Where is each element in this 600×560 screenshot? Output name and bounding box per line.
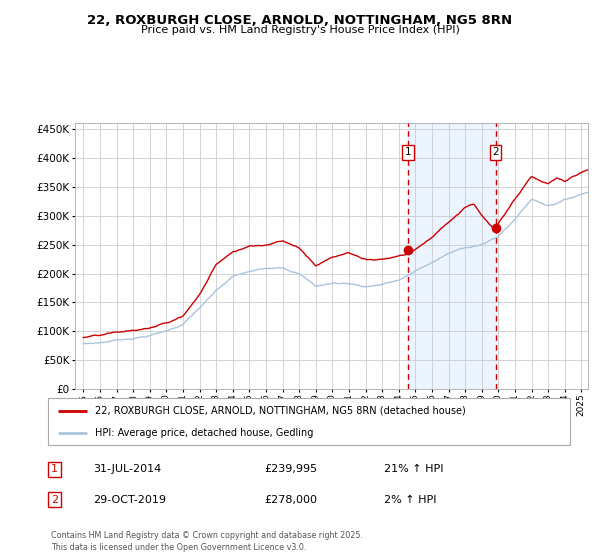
Text: £239,995: £239,995 — [264, 464, 317, 474]
Text: HPI: Average price, detached house, Gedling: HPI: Average price, detached house, Gedl… — [95, 428, 313, 438]
Text: 2: 2 — [492, 147, 499, 157]
Text: 31-JUL-2014: 31-JUL-2014 — [93, 464, 161, 474]
Text: 1: 1 — [51, 464, 58, 474]
Text: 2: 2 — [51, 494, 58, 505]
Text: 1: 1 — [405, 147, 412, 157]
Text: 21% ↑ HPI: 21% ↑ HPI — [384, 464, 443, 474]
Text: 22, ROXBURGH CLOSE, ARNOLD, NOTTINGHAM, NG5 8RN (detached house): 22, ROXBURGH CLOSE, ARNOLD, NOTTINGHAM, … — [95, 406, 466, 416]
Text: Contains HM Land Registry data © Crown copyright and database right 2025.
This d: Contains HM Land Registry data © Crown c… — [51, 531, 363, 552]
Bar — [409, 123, 496, 389]
Text: £278,000: £278,000 — [264, 494, 317, 505]
FancyBboxPatch shape — [48, 398, 570, 445]
Text: Price paid vs. HM Land Registry's House Price Index (HPI): Price paid vs. HM Land Registry's House … — [140, 25, 460, 35]
Text: 2% ↑ HPI: 2% ↑ HPI — [384, 494, 437, 505]
Text: 29-OCT-2019: 29-OCT-2019 — [93, 494, 166, 505]
Text: 22, ROXBURGH CLOSE, ARNOLD, NOTTINGHAM, NG5 8RN: 22, ROXBURGH CLOSE, ARNOLD, NOTTINGHAM, … — [88, 14, 512, 27]
